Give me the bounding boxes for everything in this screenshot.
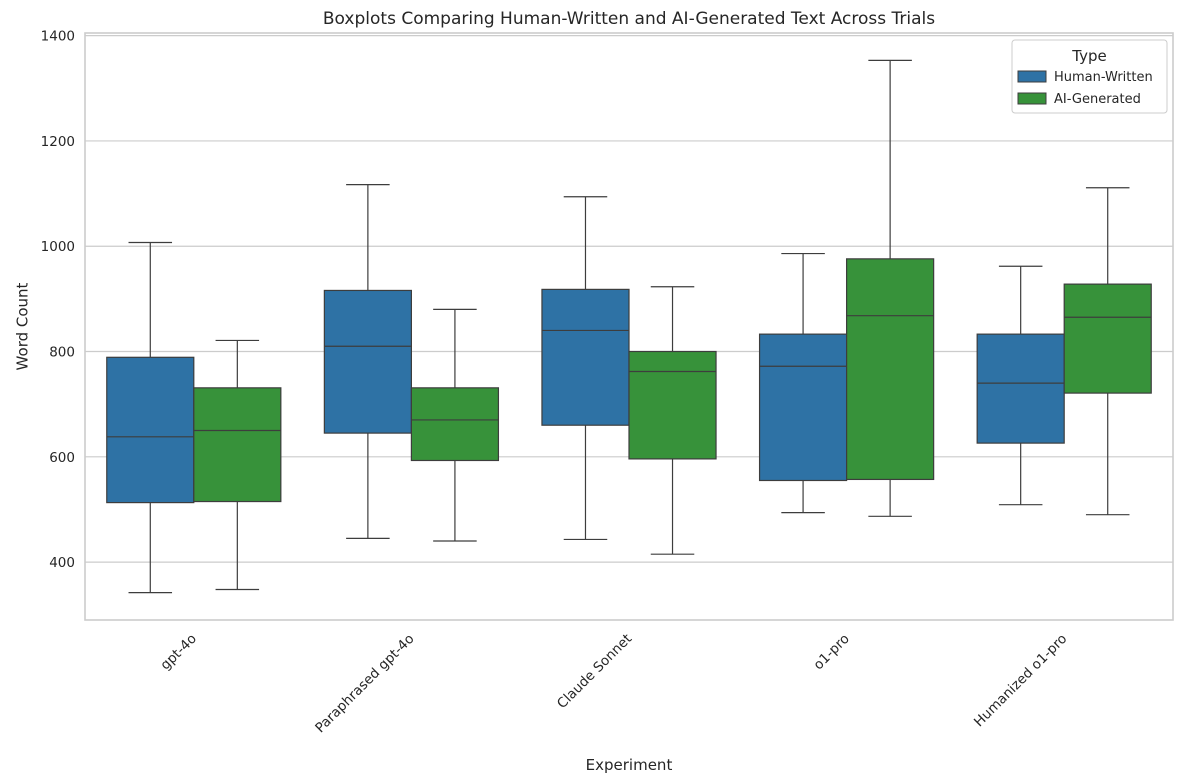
box-group-human-written-humanized-o1-pro	[976, 265, 1065, 506]
y-tick-label-1000: 1000	[41, 239, 75, 255]
iqr-box	[323, 289, 412, 434]
legend-frame	[1011, 39, 1168, 114]
y-axis-label: Word Count	[13, 282, 31, 370]
plot-frame	[84, 32, 1174, 621]
box-group-ai-generated-gpt-4o	[193, 339, 282, 591]
iqr-box	[106, 356, 195, 504]
legend-label-human-written: Human-Written	[1054, 70, 1153, 85]
iqr-box	[193, 387, 282, 503]
box-group-ai-generated-humanized-o1-pro	[1063, 187, 1152, 516]
x-tick-label-gpt-4o: gpt-4o	[157, 631, 200, 674]
x-tick-label-paraphrased-gpt-4o: Paraphrased gpt-4o	[312, 631, 417, 736]
box-group-human-written-paraphrased-gpt-4o	[323, 184, 412, 539]
box-layer	[106, 59, 1152, 594]
iqr-box	[541, 288, 630, 426]
iqr-box	[628, 350, 717, 460]
iqr-box	[758, 333, 848, 482]
iqr-box	[976, 333, 1065, 444]
legend-swatch-ai-generated	[1017, 92, 1047, 105]
legend-label-ai-generated: AI-Generated	[1054, 92, 1141, 107]
iqr-box	[1063, 283, 1152, 394]
iqr-box	[845, 258, 935, 481]
y-tick-label-1400: 1400	[41, 29, 75, 45]
x-axis-label: Experiment	[586, 756, 673, 774]
x-tick-label-o1-pro: o1-pro	[810, 631, 852, 673]
chart-title: Boxplots Comparing Human-Written and AI-…	[323, 9, 935, 29]
box-group-ai-generated-o1-pro	[845, 59, 935, 517]
box-group-ai-generated-claude-sonnet	[628, 286, 717, 555]
iqr-box	[410, 387, 500, 462]
x-tick-label-humanized-o1-pro: Humanized o1-pro	[971, 631, 1070, 730]
x-tick-label-claude-sonnet: Claude Sonnet	[554, 631, 635, 712]
legend: Type Human-Written AI-Generated	[1011, 39, 1168, 114]
legend-title: Type	[1071, 47, 1106, 65]
box-group-human-written-o1-pro	[758, 252, 848, 514]
y-tick-label-1200: 1200	[41, 134, 75, 150]
box-group-human-written-gpt-4o	[106, 241, 195, 594]
y-tick-label-800: 800	[49, 345, 75, 361]
y-tick-label-600: 600	[49, 450, 75, 466]
legend-swatch-human-written	[1017, 70, 1047, 83]
box-group-ai-generated-paraphrased-gpt-4o	[410, 308, 500, 542]
y-tick-label-400: 400	[49, 555, 75, 571]
box-group-human-written-claude-sonnet	[541, 196, 630, 541]
